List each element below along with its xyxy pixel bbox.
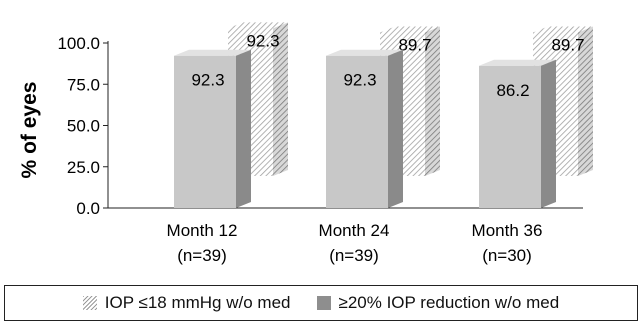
x-tick-label: Month 24	[319, 221, 390, 240]
bar-solid-top-face	[326, 49, 403, 56]
bar-solid-side-face	[388, 49, 403, 208]
legend-label-solid: ≥20% IOP reduction w/o med	[338, 293, 560, 312]
bar-hatched-top-face	[228, 22, 288, 29]
legend-label-hatched: IOP ≤18 mmHg w/o med	[104, 293, 291, 312]
bar-solid: 92.3	[174, 49, 251, 208]
bar-hatched-value-label: 89.7	[551, 35, 584, 54]
legend-swatch-hatched	[82, 296, 97, 310]
x-tick-label: Month 12	[167, 221, 238, 240]
legend-item-hatched: IOP ≤18 mmHg w/o med	[82, 293, 291, 313]
bar-solid-front-face	[479, 65, 541, 209]
y-tick-label: 25.0	[67, 158, 100, 177]
y-tick-label: 75.0	[67, 75, 100, 94]
bar-hatched-side-face	[425, 26, 440, 177]
legend-item-solid: ≥20% IOP reduction w/o med	[316, 293, 560, 313]
x-tick-label: Month 36	[472, 221, 543, 240]
bar-solid-value-label: 92.3	[343, 71, 376, 90]
y-tick-label: 0.0	[76, 199, 100, 218]
bar-hatched-top-face	[380, 26, 440, 33]
bar-hatched-top-face	[533, 26, 593, 33]
bar-solid: 92.3	[326, 49, 403, 208]
bar-hatched-value-label: 89.7	[398, 35, 431, 54]
x-tick-sublabel: (n=39)	[329, 246, 379, 265]
bar-solid-value-label: 92.3	[191, 71, 224, 90]
legend: IOP ≤18 mmHg w/o med ≥20% IOP reduction …	[4, 285, 638, 321]
bar-solid-front-face	[326, 55, 388, 208]
bar-hatched-side-face	[578, 26, 593, 177]
bar-solid-side-face	[236, 49, 251, 208]
y-tick-label: 100.0	[57, 34, 100, 53]
y-axis-label-group: % of eyes	[18, 82, 41, 179]
bar-solid-side-face	[541, 59, 556, 208]
bar-hatched-side-face	[273, 22, 288, 176]
bar-solid-value-label: 86.2	[496, 81, 529, 100]
x-tick-sublabel: (n=39)	[177, 246, 227, 265]
x-tick-sublabel: (n=30)	[482, 246, 532, 265]
y-tick-label: 50.0	[67, 117, 100, 136]
bar-solid-top-face	[174, 49, 251, 56]
legend-swatch-solid	[316, 296, 331, 310]
bar-solid: 86.2	[479, 59, 556, 209]
y-axis-label: % of eyes	[18, 82, 41, 179]
bar-hatched-value-label: 92.3	[246, 31, 279, 50]
bar-solid-front-face	[174, 55, 236, 208]
bar-solid-top-face	[479, 59, 556, 66]
